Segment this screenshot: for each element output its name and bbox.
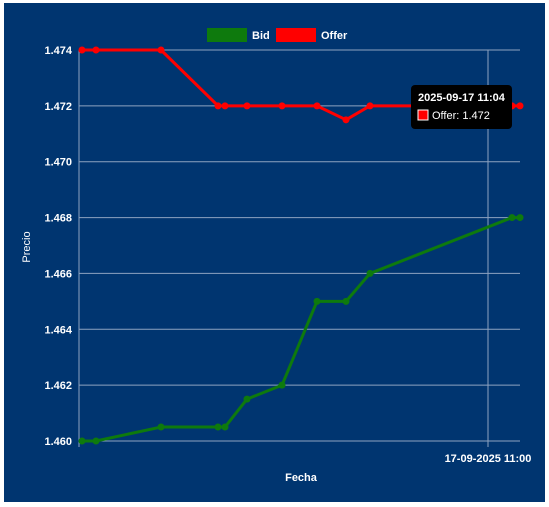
- data-point-offer[interactable]: [313, 102, 321, 110]
- data-point-offer[interactable]: [516, 102, 524, 110]
- data-point-bid[interactable]: [342, 297, 350, 305]
- grid-lines: [78, 49, 520, 447]
- data-point-bid[interactable]: [516, 214, 524, 222]
- data-point-bid[interactable]: [508, 214, 516, 222]
- data-point-bid[interactable]: [92, 437, 100, 445]
- chart-background: [4, 3, 545, 502]
- y-tick-label: 1.462: [44, 380, 72, 392]
- series-bid: [78, 214, 524, 445]
- y-axis-ticks: 1.460 1.462 1.464 1.466 1.468 1.470 1.472 1.474: [44, 45, 72, 448]
- data-point-bid[interactable]: [221, 423, 229, 431]
- price-line-chart: 1.460 1.462 1.464 1.466 1.468 1.470 1.472 1.474…: [4, 3, 545, 502]
- x-tick-label: 17-09-2025 11:00: [445, 453, 532, 465]
- tooltip: 2025-09-17 11:04 Offer: 1.472: [411, 85, 512, 129]
- tooltip-label: Offer: 1.472: [432, 110, 490, 122]
- data-point-offer[interactable]: [92, 46, 100, 54]
- data-point-offer[interactable]: [243, 102, 251, 110]
- y-tick-label: 1.468: [44, 213, 72, 225]
- legend-label-bid: Bid: [252, 30, 270, 42]
- legend-swatch-bid: [207, 28, 247, 42]
- data-point-bid[interactable]: [278, 381, 286, 389]
- legend-swatch-offer: [276, 28, 316, 42]
- y-tick-label: 1.466: [44, 268, 72, 280]
- y-axis-title: Precio: [21, 231, 33, 262]
- tooltip-box: [411, 85, 512, 129]
- data-point-offer[interactable]: [366, 102, 374, 110]
- data-point-offer[interactable]: [278, 102, 286, 110]
- data-point-offer[interactable]: [157, 46, 165, 54]
- data-point-bid[interactable]: [243, 395, 251, 403]
- legend-label-offer: Offer: [321, 30, 348, 42]
- data-point-offer[interactable]: [214, 102, 222, 110]
- series-line-offer: [82, 48, 520, 122]
- data-point-bid[interactable]: [366, 269, 374, 277]
- data-point-bid[interactable]: [78, 437, 86, 445]
- series-layer: [78, 46, 524, 445]
- tooltip-title: 2025-09-17 11:04: [418, 92, 506, 104]
- legend-item-offer[interactable]: Offer: [276, 28, 348, 42]
- series-offer: [78, 46, 524, 124]
- legend-item-bid[interactable]: Bid: [207, 28, 270, 42]
- y-tick-label: 1.470: [44, 157, 72, 169]
- series-line-bid: [82, 216, 520, 443]
- chart-container: 1.460 1.462 1.464 1.466 1.468 1.470 1.472 1.474…: [4, 3, 545, 502]
- y-tick-label: 1.472: [44, 101, 72, 113]
- data-point-bid[interactable]: [157, 423, 165, 431]
- legend: Bid Offer: [207, 28, 348, 42]
- y-tick-label: 1.474: [44, 45, 72, 57]
- data-point-offer[interactable]: [78, 46, 86, 54]
- data-point-offer[interactable]: [342, 116, 350, 124]
- data-point-offer[interactable]: [221, 102, 229, 110]
- y-tick-label: 1.460: [44, 436, 72, 448]
- y-tick-label: 1.464: [44, 324, 72, 336]
- data-point-bid[interactable]: [313, 297, 321, 305]
- data-point-bid[interactable]: [214, 423, 222, 431]
- tooltip-swatch: [417, 109, 429, 121]
- x-axis-title: Fecha: [285, 472, 318, 484]
